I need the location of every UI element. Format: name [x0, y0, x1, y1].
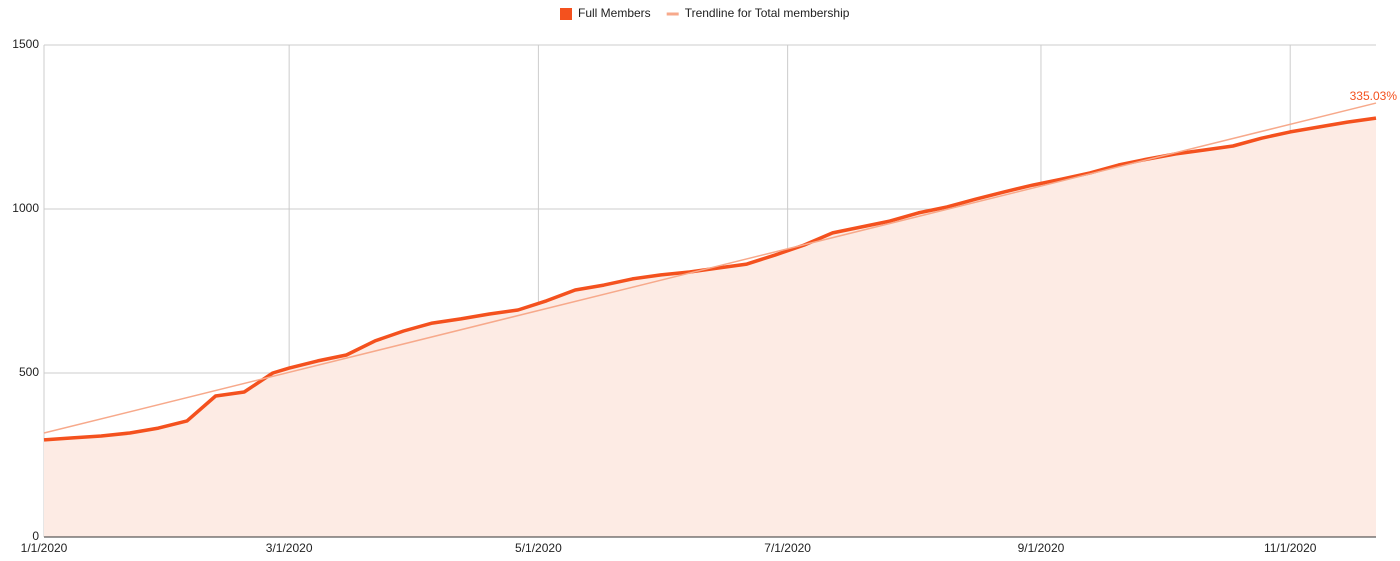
- y-tick-label: 1500: [12, 37, 39, 51]
- x-tick-label: 9/1/2020: [1018, 541, 1065, 555]
- y-tick-label: 500: [19, 365, 39, 379]
- x-tick-label: 11/1/2020: [1264, 541, 1317, 555]
- y-tick-label: 1000: [12, 201, 39, 215]
- y-tick-label: 0: [32, 529, 39, 543]
- trendline-label: 335.03%: [1350, 89, 1398, 103]
- legend-label: Full Members: [578, 6, 651, 20]
- legend-label: Trendline for Total membership: [685, 6, 850, 20]
- legend-marker: [560, 8, 572, 20]
- x-tick-label: 1/1/2020: [21, 541, 68, 555]
- x-tick-label: 3/1/2020: [266, 541, 313, 555]
- x-tick-label: 7/1/2020: [764, 541, 811, 555]
- x-tick-label: 5/1/2020: [515, 541, 562, 555]
- trendline: [43, 102, 1377, 434]
- area: [44, 118, 1376, 537]
